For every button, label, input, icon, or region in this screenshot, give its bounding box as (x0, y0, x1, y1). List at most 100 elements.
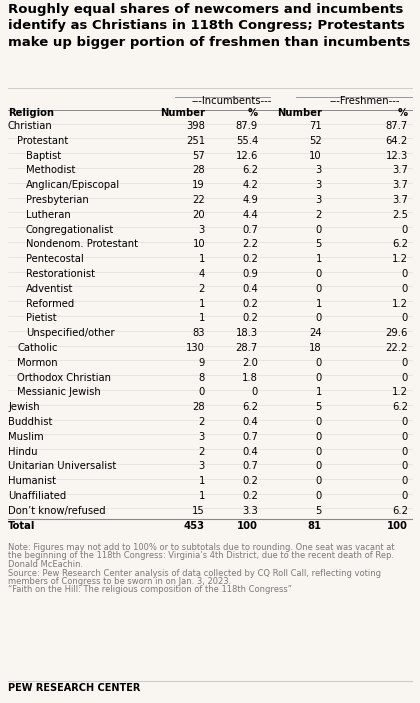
Text: 0: 0 (402, 461, 408, 472)
Text: Christian: Christian (8, 121, 53, 131)
Text: Unaffiliated: Unaffiliated (8, 491, 66, 501)
Text: Lutheran: Lutheran (26, 209, 71, 220)
Text: 4: 4 (199, 269, 205, 279)
Text: 2.0: 2.0 (242, 358, 258, 368)
Text: 6.2: 6.2 (242, 402, 258, 412)
Text: Mormon: Mormon (17, 358, 58, 368)
Text: %: % (248, 108, 258, 118)
Text: 0: 0 (316, 284, 322, 294)
Text: Baptist: Baptist (26, 150, 61, 160)
Text: 1.2: 1.2 (392, 299, 408, 309)
Text: 0.2: 0.2 (242, 254, 258, 264)
Text: Catholic: Catholic (17, 343, 58, 353)
Text: 0: 0 (316, 373, 322, 382)
Text: 453: 453 (184, 521, 205, 531)
Text: 18.3: 18.3 (236, 328, 258, 338)
Text: PEW RESEARCH CENTER: PEW RESEARCH CENTER (8, 683, 140, 693)
Text: 28.7: 28.7 (236, 343, 258, 353)
Text: 0: 0 (316, 432, 322, 441)
Text: Number: Number (160, 108, 205, 118)
Text: 6.2: 6.2 (392, 240, 408, 250)
Text: 0.4: 0.4 (242, 446, 258, 457)
Text: Anglican/Episcopal: Anglican/Episcopal (26, 180, 120, 191)
Text: 6.2: 6.2 (392, 402, 408, 412)
Text: Unspecified/other: Unspecified/other (26, 328, 115, 338)
Text: 28: 28 (192, 165, 205, 176)
Text: 1: 1 (199, 254, 205, 264)
Text: 5: 5 (315, 240, 322, 250)
Text: 22: 22 (192, 195, 205, 205)
Text: 8: 8 (199, 373, 205, 382)
Text: 398: 398 (186, 121, 205, 131)
Text: Methodist: Methodist (26, 165, 75, 176)
Text: 28: 28 (192, 402, 205, 412)
Text: 3.7: 3.7 (392, 165, 408, 176)
Text: Orthodox Christian: Orthodox Christian (17, 373, 111, 382)
Text: 0.2: 0.2 (242, 491, 258, 501)
Text: 4.4: 4.4 (242, 209, 258, 220)
Text: 0.7: 0.7 (242, 432, 258, 441)
Text: 2.2: 2.2 (242, 240, 258, 250)
Text: 52: 52 (309, 136, 322, 146)
Text: Don’t know/refused: Don’t know/refused (8, 505, 105, 516)
Text: 1.2: 1.2 (392, 387, 408, 397)
Text: 0.7: 0.7 (242, 461, 258, 472)
Text: Number: Number (277, 108, 322, 118)
Text: 100: 100 (237, 521, 258, 531)
Text: 1: 1 (199, 314, 205, 323)
Text: ---Freshmen---: ---Freshmen--- (330, 96, 400, 106)
Text: 1: 1 (199, 476, 205, 486)
Text: 87.9: 87.9 (236, 121, 258, 131)
Text: 0: 0 (316, 417, 322, 427)
Text: Religion: Religion (8, 108, 54, 118)
Text: Roughly equal shares of newcomers and incumbents
identify as Christians in 118th: Roughly equal shares of newcomers and in… (8, 3, 410, 49)
Text: 9: 9 (199, 358, 205, 368)
Text: Buddhist: Buddhist (8, 417, 52, 427)
Text: 87.7: 87.7 (386, 121, 408, 131)
Text: 130: 130 (186, 343, 205, 353)
Text: 251: 251 (186, 136, 205, 146)
Text: 55.4: 55.4 (236, 136, 258, 146)
Text: 18: 18 (310, 343, 322, 353)
Text: 3: 3 (199, 224, 205, 235)
Text: 29.6: 29.6 (386, 328, 408, 338)
Text: 20: 20 (192, 209, 205, 220)
Text: Pietist: Pietist (26, 314, 57, 323)
Text: Humanist: Humanist (8, 476, 56, 486)
Text: 0: 0 (402, 446, 408, 457)
Text: 0.2: 0.2 (242, 476, 258, 486)
Text: 6.2: 6.2 (392, 505, 408, 516)
Text: 0: 0 (316, 461, 322, 472)
Text: 1: 1 (315, 387, 322, 397)
Text: 19: 19 (192, 180, 205, 191)
Text: 2.5: 2.5 (392, 209, 408, 220)
Text: Adventist: Adventist (26, 284, 74, 294)
Text: 1: 1 (199, 491, 205, 501)
Text: 3.7: 3.7 (392, 195, 408, 205)
Text: 1.2: 1.2 (392, 254, 408, 264)
Text: 0: 0 (402, 432, 408, 441)
Text: 0: 0 (402, 491, 408, 501)
Text: 0.2: 0.2 (242, 299, 258, 309)
Text: 0: 0 (402, 269, 408, 279)
Text: Reformed: Reformed (26, 299, 74, 309)
Text: 81: 81 (308, 521, 322, 531)
Text: Nondenom. Protestant: Nondenom. Protestant (26, 240, 138, 250)
Text: 2: 2 (199, 417, 205, 427)
Text: 1: 1 (199, 299, 205, 309)
Text: Hindu: Hindu (8, 446, 37, 457)
Text: 3.3: 3.3 (242, 505, 258, 516)
Text: 0: 0 (316, 224, 322, 235)
Text: 12.6: 12.6 (236, 150, 258, 160)
Text: 0: 0 (402, 417, 408, 427)
Text: members of Congress to be sworn in on Jan. 3, 2023.: members of Congress to be sworn in on Ja… (8, 577, 231, 586)
Text: 2: 2 (315, 209, 322, 220)
Text: 2: 2 (199, 284, 205, 294)
Text: 15: 15 (192, 505, 205, 516)
Text: 0: 0 (316, 269, 322, 279)
Text: 100: 100 (387, 521, 408, 531)
Text: 0: 0 (402, 476, 408, 486)
Text: 10: 10 (192, 240, 205, 250)
Text: 0: 0 (402, 373, 408, 382)
Text: 1: 1 (315, 254, 322, 264)
